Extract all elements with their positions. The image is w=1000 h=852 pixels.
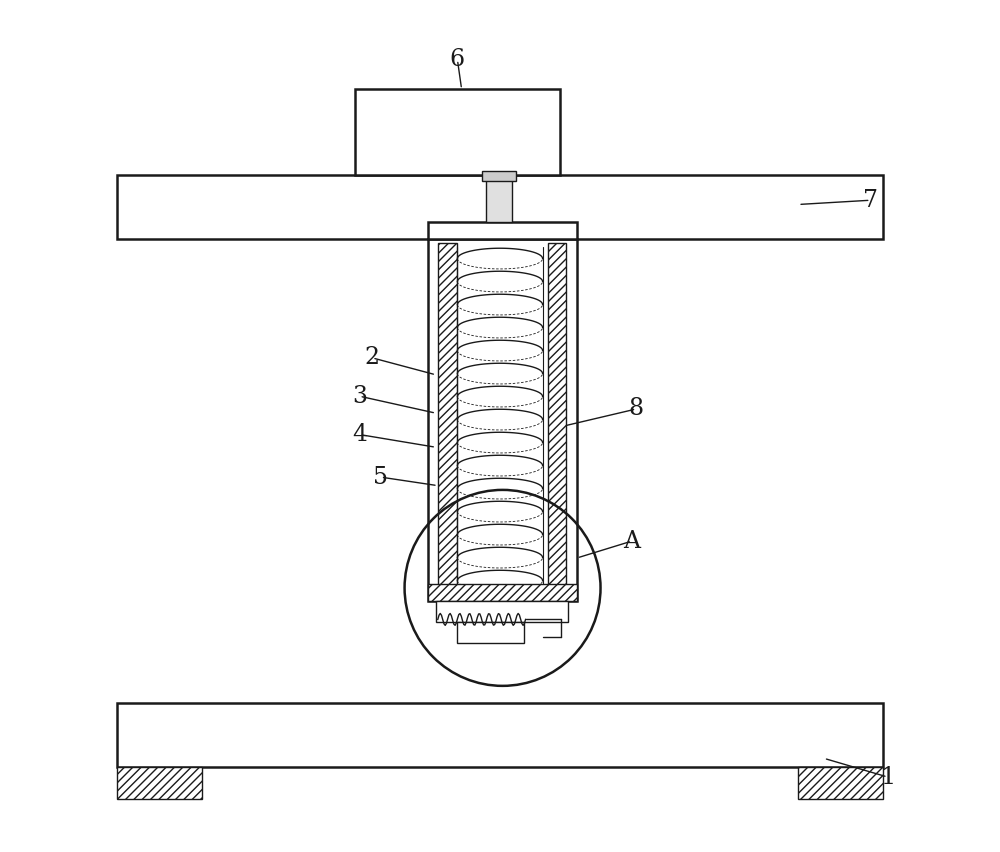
Bar: [457, 622, 524, 643]
Bar: [428, 222, 577, 239]
Bar: [436, 601, 568, 622]
Bar: [486, 175, 512, 222]
Text: 8: 8: [629, 398, 644, 420]
Text: 7: 7: [863, 189, 878, 211]
Text: 3: 3: [352, 385, 367, 407]
Bar: [117, 767, 202, 799]
Bar: [548, 243, 566, 596]
Bar: [798, 767, 883, 799]
Bar: [428, 584, 577, 601]
Bar: [428, 239, 577, 601]
Bar: [482, 171, 516, 181]
Text: 1: 1: [880, 766, 895, 788]
Text: 4: 4: [352, 423, 367, 446]
Bar: [355, 89, 560, 175]
Bar: [117, 703, 883, 767]
Text: A: A: [624, 530, 641, 552]
Bar: [438, 243, 457, 596]
Bar: [117, 175, 883, 239]
Text: 6: 6: [450, 49, 465, 71]
Text: 5: 5: [373, 466, 388, 488]
Text: 2: 2: [365, 347, 380, 369]
